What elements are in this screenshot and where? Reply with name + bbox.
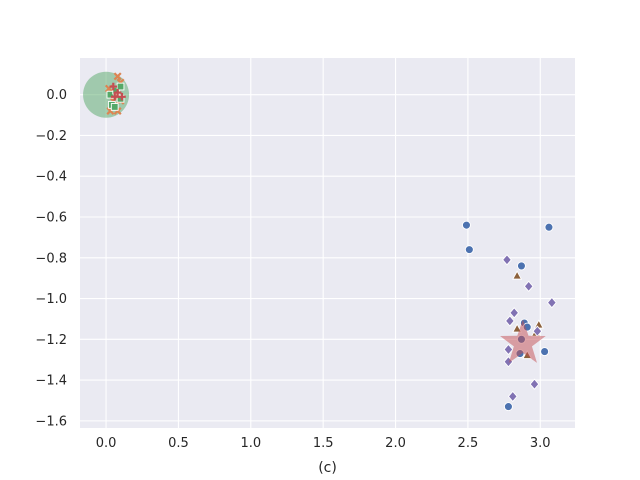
point-plus [109,82,118,91]
gridlines [80,58,575,428]
point-circle [503,402,513,412]
centroid-star [500,319,546,363]
y-tick-label: −1.4 [35,374,67,389]
tick-labels: 0.0 0.5 1.0 1.5 2.0 2.5 3.0 0.0 −0.2 −0.4 −0.6 −0.8… [35,88,550,451]
point-diamond [546,296,557,309]
point-diamond [509,307,520,319]
x-tick-label: 1.0 [240,436,261,451]
point-circle [516,261,526,271]
point-diamond [523,280,534,293]
x-axis-title: (c) [318,460,337,476]
point-circle [544,222,554,232]
point-square [116,82,125,91]
point-circle [461,220,471,230]
point-square [110,103,119,111]
point-diamond [529,378,540,390]
x-tick-label: 0.5 [168,436,189,451]
y-tick-label: −1.0 [35,292,67,307]
point-diamond [503,343,514,356]
point-plus [118,92,126,101]
y-tick-label: −0.8 [35,251,67,266]
x-tick-label: 1.5 [313,436,334,451]
point-triangle [512,270,523,280]
y-tick-label: −0.6 [35,211,67,226]
point-square [116,94,125,103]
data-points [83,71,557,412]
point-plus [110,92,119,101]
x-tick-label: 0.0 [96,436,117,451]
x-tick-label: 2.0 [385,436,406,451]
plot-background [80,58,575,428]
y-tick-label: −1.2 [35,333,67,348]
point-circle [464,245,474,255]
point-x [113,72,122,81]
y-tick-label: 0.0 [46,88,67,103]
point-diamond [507,390,518,403]
x-tick-label: 2.5 [458,436,479,451]
point-circle [540,347,550,357]
y-tick-label: −0.4 [35,170,67,185]
point-diamond [504,315,515,327]
x-tick-label: 3.0 [530,436,551,451]
point-diamond [502,254,512,266]
point-plus [113,88,122,97]
y-tick-label: −1.6 [35,414,67,429]
y-tick-label: −0.2 [35,129,67,144]
